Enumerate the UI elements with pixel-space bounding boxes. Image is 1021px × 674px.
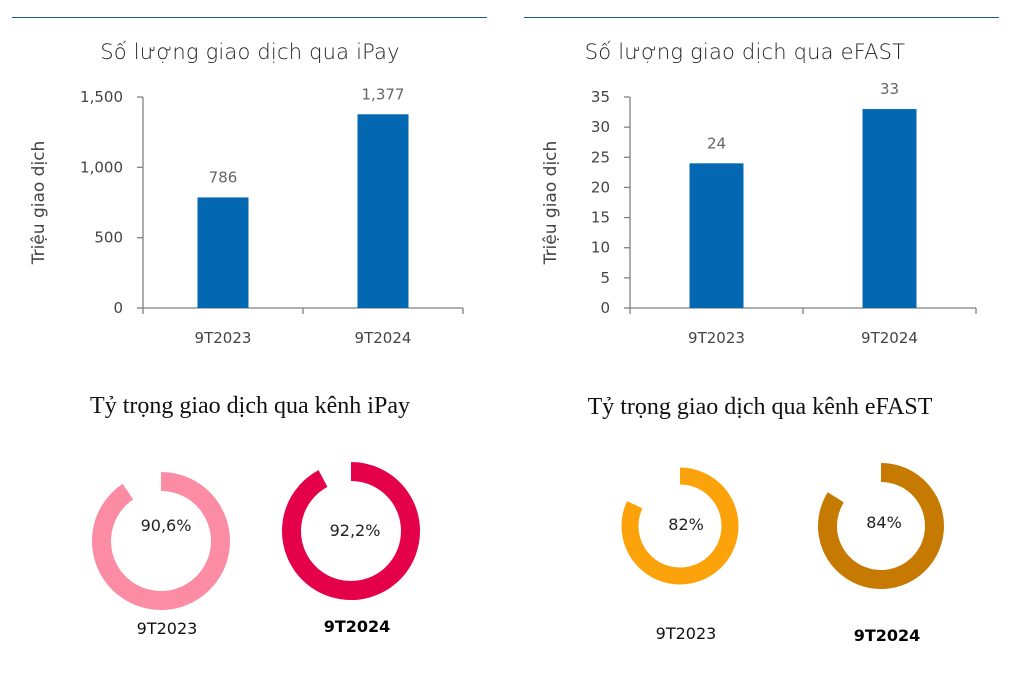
donut-percent-label: 84% (866, 513, 902, 532)
donut-period-label: 9T2023 (137, 619, 198, 638)
efast-bar-chart: 0 5 10 15 20 25 30 35 24 9T2023 33 9T2024 Triệu giao… (541, 80, 977, 347)
ipay-share-title: Tỷ trọng giao dịch qua kênh iPay (90, 393, 410, 419)
x-tick-label: 9T2023 (195, 329, 252, 347)
y-tick-label: 20 (591, 178, 610, 196)
y-axis-label: Triệu giao dịch (541, 141, 561, 266)
ipay-bar-title: Số lượng giao dịch qua iPay (100, 40, 400, 64)
x-tick-label: 9T2024 (861, 329, 918, 347)
donut-percent-label: 90,6% (141, 516, 192, 535)
donut-arc-9T2024 (282, 462, 420, 600)
y-tick-label: 1,000 (80, 158, 123, 176)
efast-share-title: Tỷ trọng giao dịch qua kênh eFAST (587, 394, 933, 420)
share-donut-charts: 90,6% 9T2023 92,2% 9T2024 82% 9T2023 84% 9T2024 (92, 462, 944, 645)
efast-bar-title: Số lượng giao dịch qua eFAST (584, 40, 906, 64)
y-tick-label: 500 (94, 229, 123, 247)
bar-value-label: 24 (707, 134, 726, 152)
y-tick-label: 0 (600, 299, 610, 317)
x-tick-label: 9T2024 (355, 329, 412, 347)
donut-arc-9T2024 (818, 463, 944, 589)
bar-9T2024 (862, 109, 917, 308)
y-tick-label: 1,500 (80, 88, 123, 106)
donut-period-label: 9T2024 (854, 626, 921, 645)
donut-percent-label: 82% (668, 515, 704, 534)
donut-period-label: 9T2023 (656, 624, 717, 643)
y-tick-label: 25 (591, 148, 610, 166)
x-tick-label: 9T2023 (688, 329, 745, 347)
bar-value-label: 786 (209, 168, 238, 186)
ipay-bar-chart: 0 500 1,000 1,500 786 9T2023 1,377 9T2024 Triệu … (29, 85, 464, 347)
donut-arc-9T2023 (621, 467, 739, 585)
y-tick-label: 30 (591, 118, 610, 136)
donut-period-label: 9T2024 (324, 617, 391, 636)
bar-value-label: 1,377 (362, 85, 405, 103)
y-axis-label: Triệu giao dịch (29, 141, 49, 266)
bar-9T2023 (689, 163, 744, 308)
y-tick-label: 10 (591, 239, 610, 257)
top-rule-right (524, 17, 999, 18)
bar-value-label: 33 (880, 80, 899, 98)
y-tick-label: 0 (113, 299, 123, 317)
y-tick-label: 5 (600, 269, 610, 287)
bar-9T2023 (197, 197, 249, 308)
y-tick-label: 15 (591, 209, 610, 227)
top-rule-left (12, 17, 487, 18)
donut-arc-9T2023 (92, 472, 230, 610)
y-tick-label: 35 (591, 88, 610, 106)
bar-9T2024 (357, 114, 409, 308)
donut-percent-label: 92,2% (330, 521, 381, 540)
